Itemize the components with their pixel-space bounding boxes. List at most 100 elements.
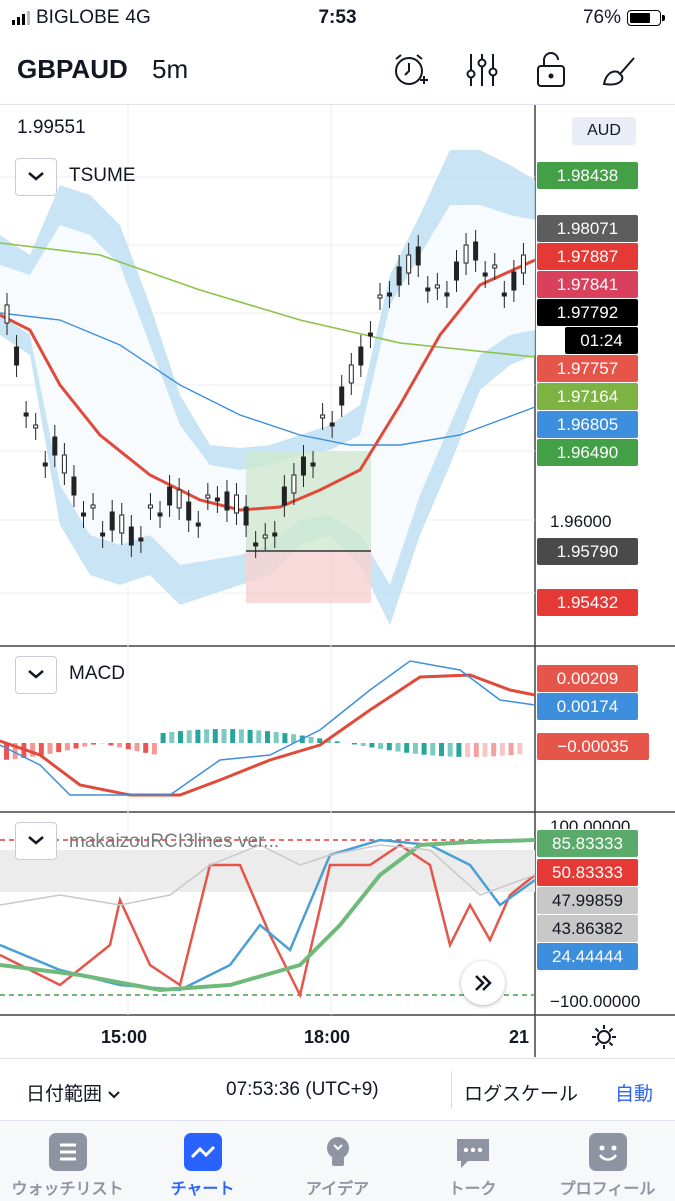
ohlc-value: 1.99551 [17, 117, 86, 139]
tab-label: プロフィール [540, 1175, 675, 1199]
rci-value-tag: 50.83333 [537, 859, 638, 886]
tab-chart[interactable]: チャート [135, 1121, 270, 1201]
macd-histogram-bar [274, 732, 279, 743]
candle-body [254, 543, 258, 546]
macd-histogram-bar [48, 743, 53, 754]
candle-body [82, 513, 86, 516]
unlock-icon[interactable] [532, 50, 572, 90]
candle-body [416, 247, 420, 265]
candle-body [177, 490, 181, 508]
date-range-button[interactable]: 日付範囲 [26, 1079, 121, 1106]
macd-histogram-bar [195, 730, 200, 743]
timezone-clock[interactable]: 07:53:36 (UTC+9) [226, 1079, 379, 1101]
macd-value-tag: 0.00209 [537, 665, 638, 692]
macd-histogram-bar [369, 743, 374, 747]
macd-histogram-tag: −0.00035 [537, 733, 649, 760]
chevron-down-icon [26, 169, 46, 183]
macd-histogram-bar [509, 743, 514, 755]
rci-collapse-button[interactable] [15, 822, 57, 860]
currency-badge[interactable]: AUD [572, 117, 636, 145]
macd-histogram-bar [430, 743, 435, 755]
timeframe-button[interactable]: 5m [152, 54, 188, 85]
candle-body [168, 487, 172, 505]
tab-chat[interactable]: トーク [405, 1121, 540, 1201]
time-axis-label: 18:00 [304, 1027, 350, 1048]
candle-body [15, 347, 19, 365]
candle-body [521, 255, 525, 273]
drawing-tools-icon[interactable] [600, 50, 640, 90]
rci-value-tag: 47.99859 [537, 887, 638, 914]
macd-collapse-button[interactable] [15, 656, 57, 694]
chart-settings-gear-icon[interactable] [590, 1023, 618, 1051]
macd-histogram-bar [465, 743, 470, 757]
rci-indicator-name[interactable]: makaizouRCI3lines ver... [69, 831, 279, 853]
candle-body [483, 273, 487, 276]
candle-body [321, 415, 325, 418]
tab-profile[interactable]: プロフィール [540, 1121, 675, 1201]
candle-body [225, 492, 229, 510]
main-indicator-name[interactable]: TSUME [69, 165, 136, 187]
candle-body [474, 242, 478, 260]
divider [451, 1071, 452, 1109]
candle-body [43, 463, 47, 466]
candle-body [62, 455, 66, 473]
auto-scale-toggle[interactable]: 自動 [615, 1079, 653, 1106]
chevron-down-icon [26, 833, 46, 847]
macd-histogram-bar [213, 729, 218, 743]
macd-histogram-bar [448, 743, 453, 757]
candle-body [397, 267, 401, 285]
macd-histogram-bar [413, 743, 418, 754]
candle-body [512, 272, 516, 290]
price-tag: 1.96490 [537, 439, 638, 466]
candle-body [407, 255, 411, 273]
macd-histogram-bar [474, 743, 479, 757]
macd-histogram-bar [152, 743, 157, 754]
candle-body [91, 505, 95, 508]
candle-body [282, 487, 286, 505]
chat-bubble-icon [454, 1133, 492, 1171]
scroll-to-realtime-button[interactable] [461, 961, 505, 1005]
macd-histogram-bar [117, 743, 122, 747]
rci-value-tag: 43.86382 [537, 915, 638, 942]
price-tag: 1.97887 [537, 243, 638, 270]
indicators-icon[interactable] [462, 50, 502, 90]
candle-body [292, 475, 296, 493]
chart-area[interactable]: 1.99551 AUD TSUME MACD makaizouRCI3lines… [0, 105, 675, 1057]
candle-body [129, 527, 133, 545]
date-range-label: 日付範囲 [26, 1084, 102, 1105]
candle-body [196, 523, 200, 526]
macd-histogram-bar [456, 743, 461, 757]
macd-histogram-bar [169, 732, 174, 743]
price-tag: 1.97757 [537, 355, 638, 382]
symbol-button[interactable]: GBPAUD [17, 54, 128, 85]
candle-body [101, 533, 105, 536]
macd-histogram-bar [404, 743, 409, 753]
macd-histogram-bar [248, 730, 253, 743]
candle-body [120, 515, 124, 533]
collapse-indicators-button[interactable] [15, 158, 57, 196]
alarm-add-icon[interactable] [390, 50, 430, 90]
tab-ideas[interactable]: アイデア [270, 1121, 405, 1201]
candle-body [330, 423, 334, 426]
battery-fill [630, 13, 650, 23]
macd-histogram-bar [396, 743, 401, 752]
candle-body [502, 293, 506, 296]
tab-watchlist[interactable]: ウォッチリスト [0, 1121, 135, 1201]
macd-histogram-bar [161, 733, 166, 743]
macd-histogram-bar [335, 741, 340, 743]
candle-body [388, 293, 392, 296]
macd-histogram-bar [65, 743, 70, 750]
candle-body [139, 538, 143, 541]
macd-indicator-name[interactable]: MACD [69, 663, 125, 685]
candle-body [464, 245, 468, 263]
candle-body [110, 512, 114, 530]
macd-histogram-bar [387, 743, 392, 750]
rci-value-tag: 85.83333 [537, 830, 638, 857]
clock: 7:53 [0, 7, 675, 29]
macd-histogram-bar [282, 733, 287, 743]
candle-body [301, 457, 305, 475]
macd-histogram-bar [422, 743, 427, 755]
double-chevron-right-icon [461, 961, 505, 1005]
status-bar: BIGLOBE 4G 7:53 76% [0, 0, 675, 36]
log-scale-toggle[interactable]: ログスケール [464, 1079, 578, 1106]
